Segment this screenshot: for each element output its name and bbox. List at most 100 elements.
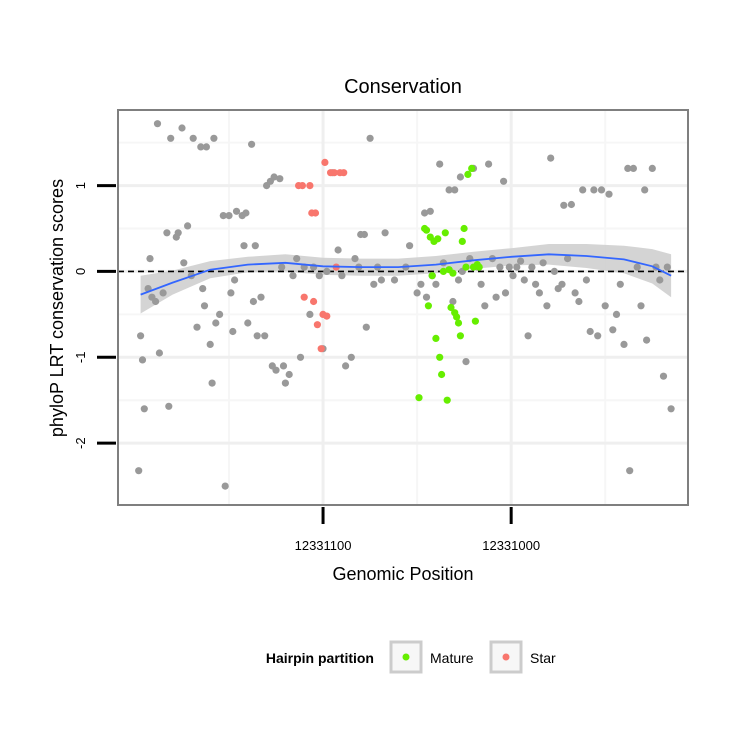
data-point-other <box>227 289 235 297</box>
data-point-other <box>189 134 197 142</box>
data-point-other <box>492 293 500 301</box>
data-point-star <box>317 345 325 353</box>
data-point-other <box>539 259 547 267</box>
data-point-other <box>138 356 147 364</box>
data-point-other <box>456 173 464 181</box>
data-point-other <box>210 134 218 142</box>
legend-key-box <box>389 640 423 674</box>
data-point-other <box>135 467 143 475</box>
data-point-other <box>137 332 145 340</box>
data-point-other <box>216 310 224 318</box>
data-point-other <box>206 340 214 348</box>
data-point-other <box>184 222 192 230</box>
data-point-other <box>360 230 368 239</box>
data-point-other <box>564 255 572 263</box>
data-point-other <box>594 332 602 340</box>
data-point-other <box>199 285 207 293</box>
data-point-star <box>330 169 338 177</box>
data-point-other <box>567 200 576 209</box>
y-tick-label: -2 <box>73 437 88 449</box>
legend-key-box <box>489 640 523 674</box>
data-point-other <box>547 154 555 162</box>
data-point-mature <box>441 229 449 237</box>
data-point-other <box>436 160 444 168</box>
data-point-other <box>202 143 210 151</box>
x-axis-label: Genomic Position <box>332 564 473 584</box>
data-point-mature <box>443 396 451 404</box>
data-point-other <box>586 327 594 336</box>
data-point-star <box>311 209 320 217</box>
data-point-other <box>163 229 171 237</box>
data-point-star <box>310 297 318 306</box>
data-point-other <box>481 302 489 310</box>
data-point-other <box>560 201 568 209</box>
data-point-other <box>253 332 261 340</box>
data-point-other <box>323 267 331 275</box>
data-point-other <box>180 259 188 267</box>
data-point-other <box>426 207 434 215</box>
data-point-other <box>229 327 237 336</box>
data-point-other <box>667 405 675 413</box>
data-point-other <box>289 272 297 280</box>
data-point-other <box>347 353 355 361</box>
data-point-other <box>477 280 485 288</box>
data-point-other <box>535 289 544 297</box>
data-point-other <box>575 297 583 306</box>
data-point-mature <box>456 332 464 340</box>
legend-key-star <box>502 653 510 661</box>
data-point-other <box>659 372 668 380</box>
data-point-other <box>381 229 389 237</box>
data-point-other <box>648 164 656 172</box>
data-point-star <box>306 182 314 190</box>
data-point-mature <box>438 370 446 379</box>
data-point-mature <box>424 302 432 310</box>
data-point-other <box>261 332 269 340</box>
data-point-other <box>240 242 248 250</box>
data-point-mature <box>468 164 476 172</box>
data-point-other <box>219 212 227 220</box>
data-point-other <box>272 366 280 374</box>
y-tick-label: 1 <box>73 182 88 189</box>
data-point-mature <box>453 313 461 321</box>
legend-title: Hairpin partition <box>266 650 374 666</box>
x-tick-label: 12331100 <box>295 538 352 553</box>
data-point-other <box>152 297 160 306</box>
data-point-mature <box>462 263 470 271</box>
data-point-mature <box>471 317 479 325</box>
data-point-other <box>338 272 346 280</box>
data-point-other <box>509 272 517 280</box>
data-point-other <box>306 310 314 318</box>
data-point-other <box>174 229 182 237</box>
data-point-other <box>629 164 638 172</box>
data-point-other <box>454 276 463 284</box>
legend: Hairpin partition Mature Star <box>266 640 556 674</box>
data-point-star <box>323 312 331 320</box>
plot-panel <box>118 110 688 505</box>
data-point-other <box>643 336 651 344</box>
data-point-other <box>377 276 385 284</box>
data-point-other <box>421 209 429 217</box>
data-point-other <box>579 186 587 194</box>
data-point-mature <box>454 319 463 327</box>
data-point-other <box>590 186 598 194</box>
data-point-other <box>417 280 425 288</box>
data-point-other <box>496 263 504 271</box>
data-point-other <box>334 246 342 254</box>
data-point-other <box>231 276 239 284</box>
data-point-other <box>517 257 525 265</box>
data-point-other <box>620 340 628 348</box>
data-point-other <box>462 358 470 366</box>
data-point-star <box>321 158 329 166</box>
legend-label-star: Star <box>530 650 556 666</box>
data-point-other <box>257 293 265 301</box>
smooth-line <box>140 253 672 296</box>
data-point-other <box>637 302 645 310</box>
data-point-other <box>146 255 154 263</box>
data-point-other <box>242 209 250 217</box>
data-point-star <box>298 182 306 190</box>
data-point-other <box>193 323 201 331</box>
data-point-star <box>313 321 321 329</box>
data-point-mature <box>464 170 472 178</box>
data-point-other <box>249 297 257 306</box>
